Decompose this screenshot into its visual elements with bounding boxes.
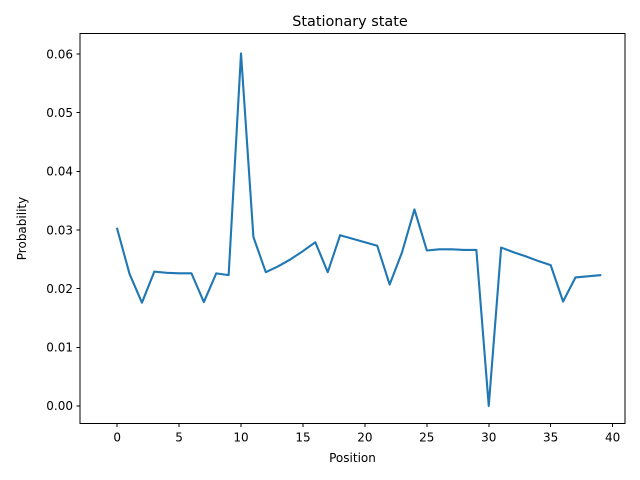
y-tick-label-2: 0.02: [46, 282, 73, 296]
x-tick-label-0: 0: [113, 431, 121, 445]
x-tick-label-10: 10: [233, 431, 248, 445]
x-axis: 0 5 10 15 20 25 30 35 40: [113, 423, 620, 445]
series-layer: [115, 52, 602, 407]
y-tick-label-6: 0.06: [46, 47, 73, 61]
x-tick-label-5: 5: [175, 431, 183, 445]
series-line-0: [115, 52, 602, 407]
y-tick-label-3: 0.03: [46, 223, 73, 237]
x-tick-label-30: 30: [481, 431, 496, 445]
x-axis-label: Position: [329, 451, 376, 465]
x-tick-label-15: 15: [295, 431, 310, 445]
y-axis-label: Probability: [15, 197, 29, 260]
y-axis: 0.00 0.01 0.02 0.03 0.04 0.05 0.06: [46, 47, 80, 413]
x-tick-label-40: 40: [605, 431, 620, 445]
x-tick-label-20: 20: [357, 431, 372, 445]
x-tick-label-35: 35: [543, 431, 558, 445]
y-tick-label-1: 0.01: [46, 341, 73, 355]
plot-area: [79, 33, 626, 424]
axes-frame: [79, 33, 626, 424]
chart-title: Stationary state: [292, 14, 408, 30]
y-tick-label-4: 0.04: [46, 165, 73, 179]
y-tick-label-5: 0.05: [46, 106, 73, 120]
y-tick-label-0: 0.00: [46, 399, 73, 413]
x-tick-label-25: 25: [419, 431, 434, 445]
